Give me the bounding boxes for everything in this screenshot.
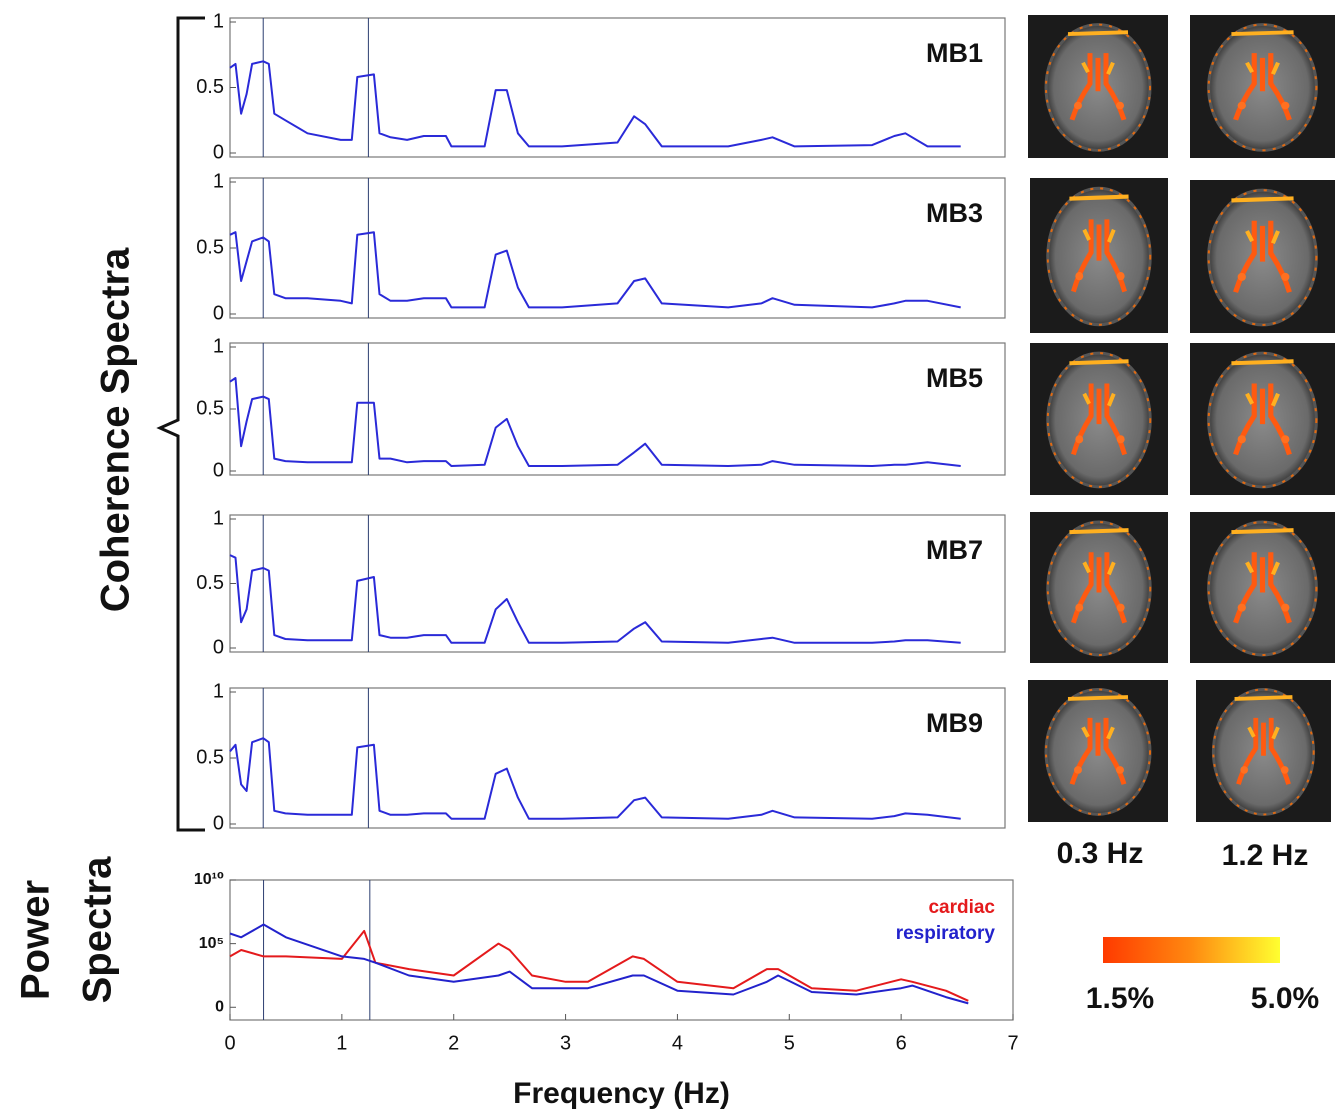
y-tick-label: 1 — [213, 335, 224, 357]
series-line — [229, 60, 961, 148]
power-label: Power — [14, 880, 58, 1000]
y-tick-label: 0 — [213, 812, 224, 834]
series-line — [229, 231, 961, 309]
image-column-label: 1.2 Hz — [1222, 839, 1309, 872]
x-tick-label: 0 — [224, 1032, 235, 1054]
panel-title: MB5 — [926, 363, 983, 393]
x-tick-label: 2 — [448, 1032, 459, 1054]
panel-title: MB7 — [926, 535, 983, 565]
y-tick-label: 0.5 — [196, 746, 224, 768]
series-line — [229, 737, 961, 820]
colorbar-label: 5.0% — [1251, 982, 1319, 1015]
y-tick-label: 1 — [213, 507, 224, 529]
x-tick-label: 6 — [896, 1032, 907, 1054]
brain-image — [1028, 680, 1168, 822]
y-tick-label: 0 — [215, 998, 224, 1015]
x-tick-label: 3 — [560, 1032, 571, 1054]
brain-image — [1030, 343, 1168, 495]
brain-images — [1028, 15, 1335, 822]
y-tick-label: 1 — [213, 10, 224, 32]
brain-image — [1028, 15, 1168, 158]
brain-image — [1030, 512, 1168, 663]
y-tick-label: 0 — [213, 459, 224, 481]
y-tick-label: 0.5 — [196, 397, 224, 419]
y-tick-label: 10⁵ — [199, 935, 224, 952]
colorbar-label: 1.5% — [1086, 982, 1154, 1015]
y-tick-label: 0 — [213, 302, 224, 324]
plot-frame — [229, 687, 1006, 829]
y-tick-label: 0.5 — [196, 236, 224, 258]
plot-frame — [229, 177, 1006, 319]
image-column-label: 0.3 Hz — [1057, 837, 1144, 870]
plot-frame — [229, 17, 1006, 158]
plot-frame — [229, 342, 1006, 476]
power-label: Spectra — [76, 856, 120, 1003]
brain-image — [1190, 512, 1335, 663]
brain-image — [1190, 15, 1335, 158]
x-tick-label: 1 — [336, 1032, 347, 1054]
series-line — [229, 554, 961, 644]
legend-entry: respiratory — [896, 923, 996, 944]
y-tick-label: 0.5 — [196, 76, 224, 98]
plot-frame — [229, 879, 1014, 1021]
panel-title: MB9 — [926, 708, 983, 738]
x-tick-label: 4 — [672, 1032, 683, 1054]
y-tick-label: 0 — [213, 141, 224, 163]
colorbar — [1103, 937, 1280, 963]
series-line — [229, 929, 969, 1002]
series-line — [229, 377, 961, 467]
x-tick-label: 7 — [1007, 1032, 1018, 1054]
x-tick-label: 5 — [784, 1032, 795, 1054]
panel-title: MB1 — [926, 38, 983, 68]
legend-entry: cardiac — [928, 897, 995, 918]
y-tick-label: 0.5 — [196, 572, 224, 594]
brain-image — [1190, 180, 1335, 333]
brain-image — [1030, 178, 1168, 333]
brain-image — [1190, 343, 1335, 495]
coherence-label: Coherence Spectra — [94, 247, 138, 612]
y-tick-label: 0 — [213, 636, 224, 658]
series-line — [229, 923, 969, 1005]
x-axis-label: Frequency (Hz) — [513, 1077, 730, 1110]
panel-title: MB3 — [926, 198, 983, 228]
brace — [156, 16, 205, 832]
brain-image — [1196, 680, 1331, 822]
y-tick-label: 1 — [213, 680, 224, 702]
y-tick-label: 10¹⁰ — [194, 871, 224, 888]
y-tick-label: 1 — [213, 170, 224, 192]
plot-frame — [229, 514, 1006, 653]
